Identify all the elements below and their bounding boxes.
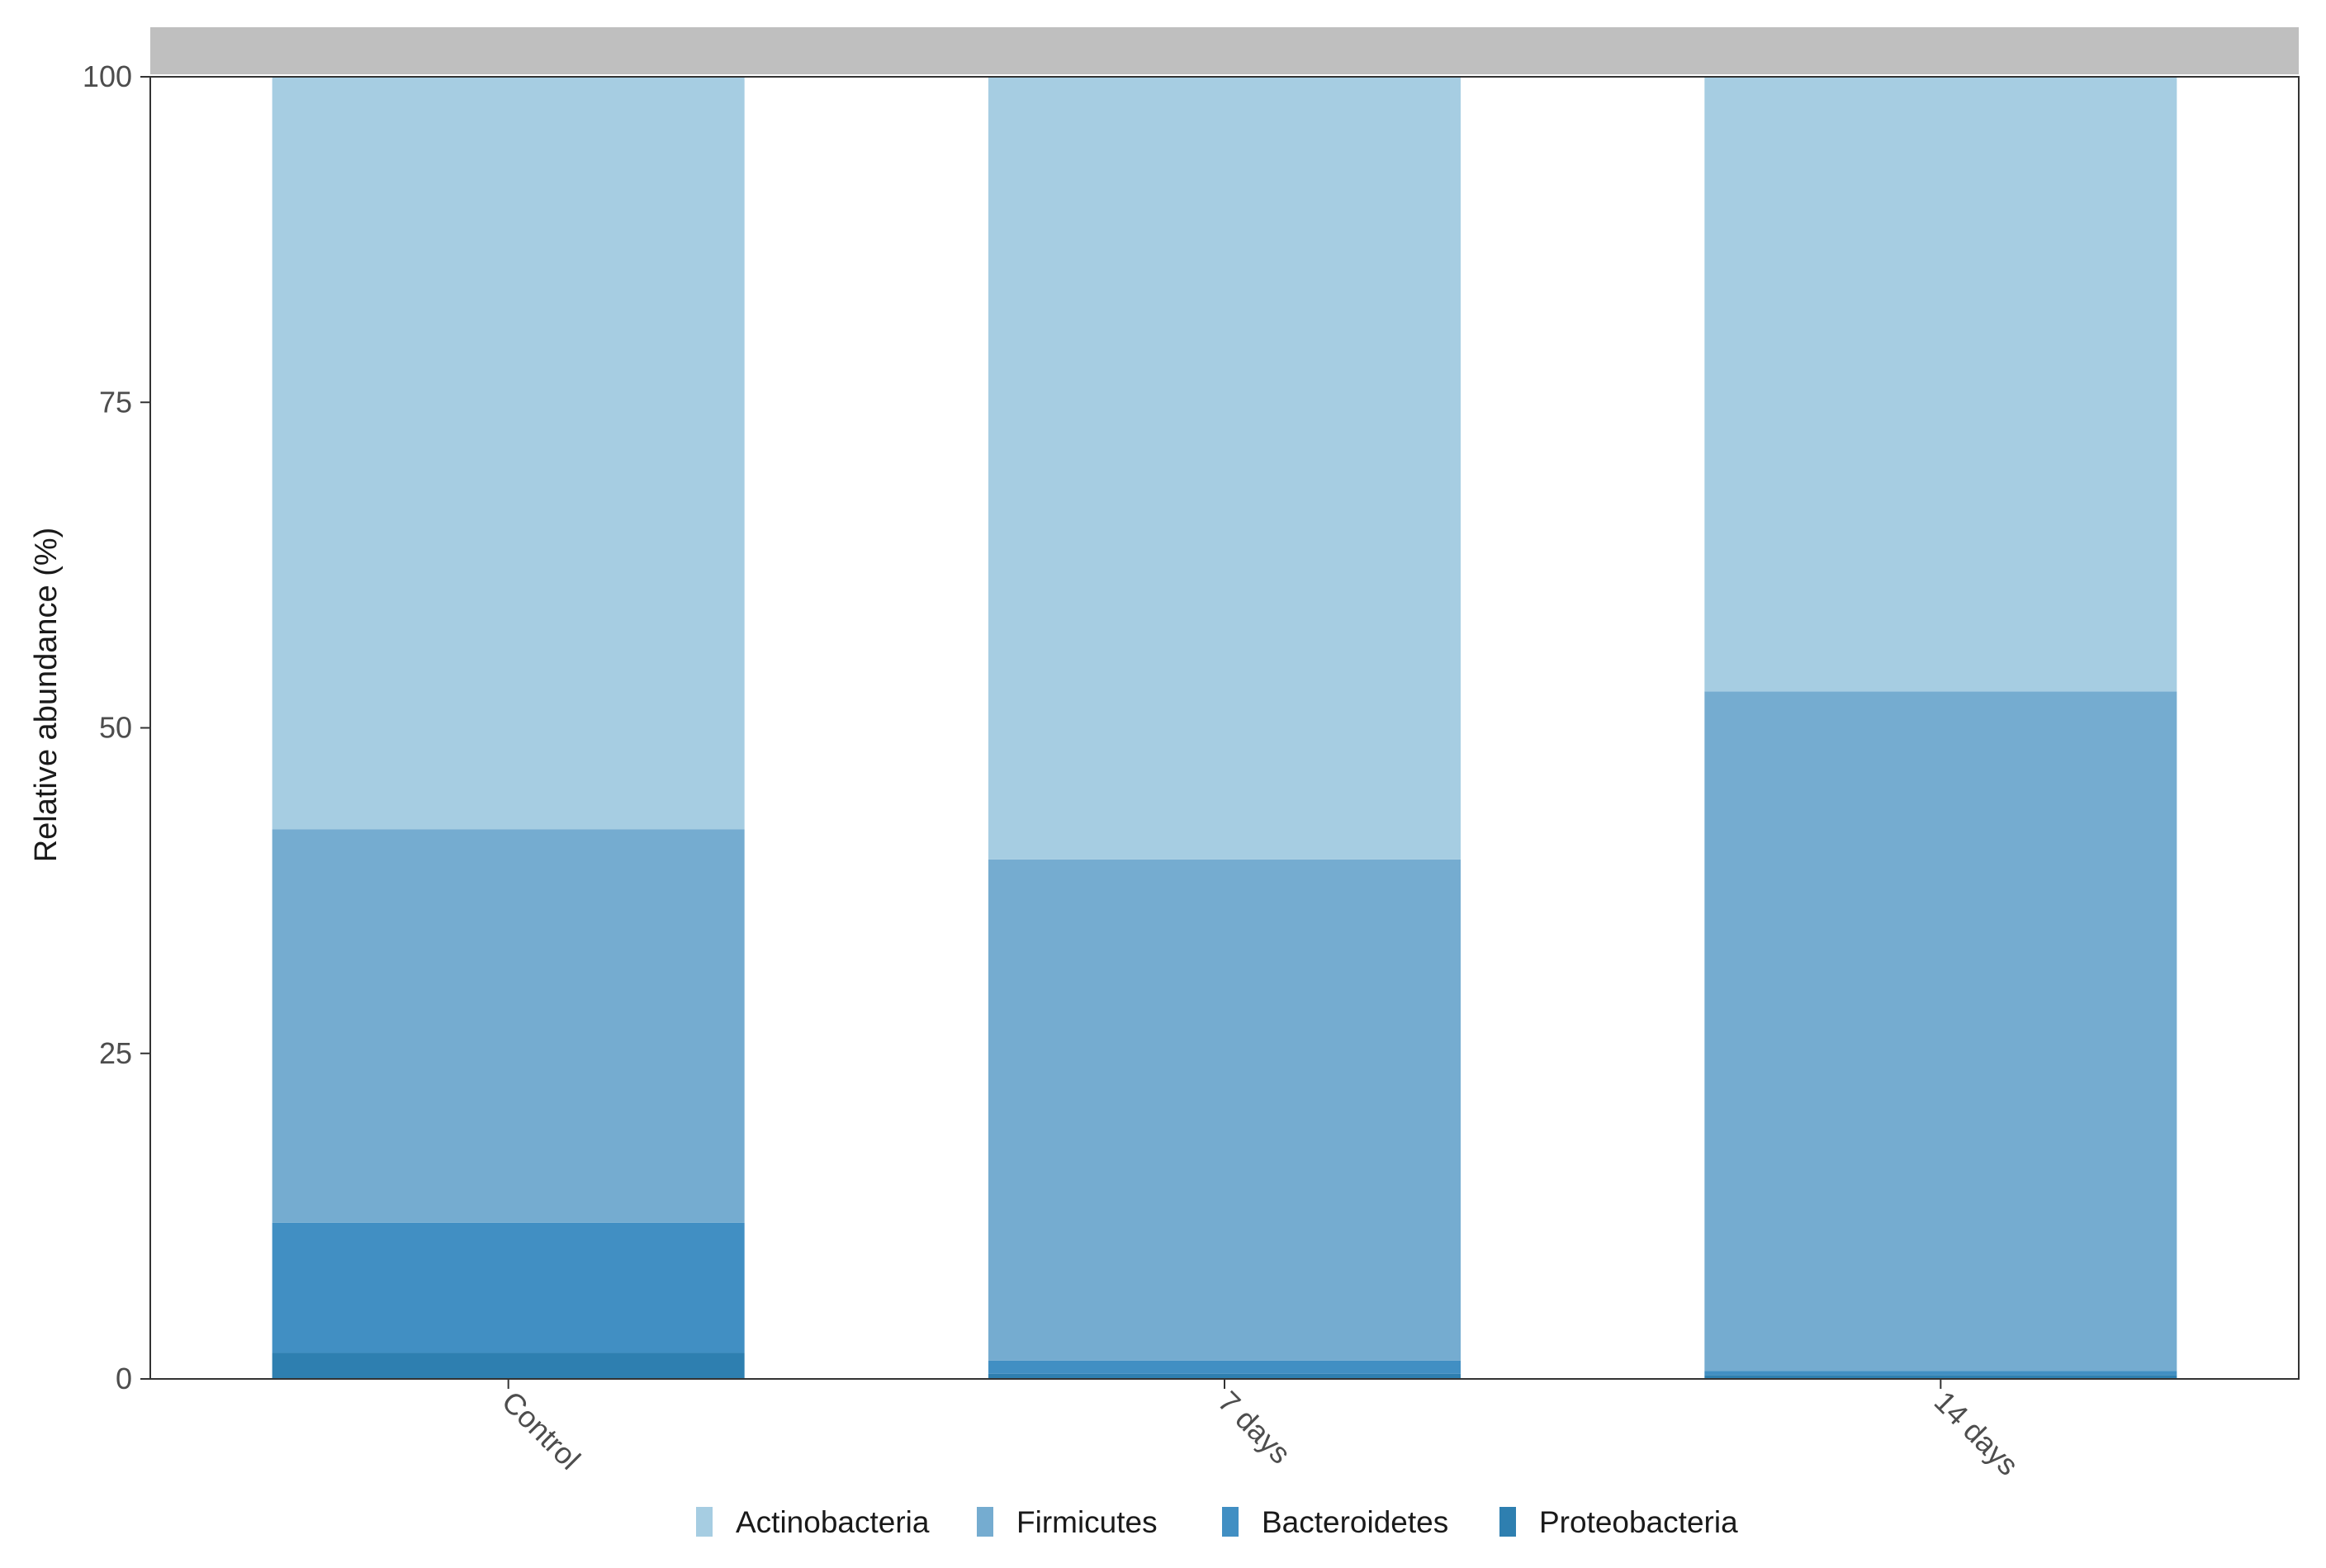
y-tick-label: 50	[99, 711, 132, 745]
bar-segment-actinobacteria-7-days	[988, 77, 1461, 860]
bars-group	[272, 77, 2177, 1379]
y-axis-title: Relative abundance (%)	[29, 528, 64, 863]
bar-segment-proteobacteria-14-days	[1704, 1375, 2177, 1379]
legend: Actinobacteria Firmicutes Bacteroidetes Pro…	[696, 1505, 1738, 1539]
y-tick-label: 0	[116, 1362, 132, 1395]
legend-label-firmicutes: Firmicutes	[1016, 1505, 1158, 1539]
bar-segment-proteobacteria-7-days	[988, 1373, 1461, 1379]
x-tick-label: Control	[495, 1385, 587, 1476]
y-tick-label: 25	[99, 1036, 132, 1070]
bar-segment-actinobacteria-control	[272, 77, 745, 830]
bar-segment-proteobacteria-control	[272, 1352, 745, 1379]
y-axis: 0 25 50 75 100	[83, 59, 150, 1395]
legend-label-proteobacteria: Proteobacteria	[1539, 1505, 1738, 1539]
x-tick-label: 7 days	[1211, 1385, 1297, 1471]
bar-segment-bacteroidetes-7-days	[988, 1360, 1461, 1374]
bar-segment-actinobacteria-14-days	[1704, 77, 2177, 692]
bar-segment-bacteroidetes-14-days	[1704, 1371, 2177, 1376]
x-axis: Control 7 days 14 days	[495, 1379, 2025, 1482]
x-tick-label: 14 days	[1928, 1385, 2025, 1482]
y-tick-label: 100	[83, 59, 132, 93]
facet-strip	[150, 27, 2299, 74]
legend-swatch-actinobacteria	[696, 1507, 713, 1537]
bar-segment-bacteroidetes-control	[272, 1222, 745, 1353]
legend-swatch-proteobacteria	[1499, 1507, 1516, 1537]
legend-swatch-firmicutes	[977, 1507, 993, 1537]
y-tick-label: 75	[99, 385, 132, 419]
bar-segment-firmicutes-14-days	[1704, 691, 2177, 1371]
legend-swatch-bacteroidetes	[1222, 1507, 1239, 1537]
bar-segment-firmicutes-control	[272, 829, 745, 1223]
bar-segment-firmicutes-7-days	[988, 859, 1461, 1361]
legend-label-bacteroidetes: Bacteroidetes	[1262, 1505, 1448, 1539]
legend-label-actinobacteria: Actinobacteria	[736, 1505, 930, 1539]
